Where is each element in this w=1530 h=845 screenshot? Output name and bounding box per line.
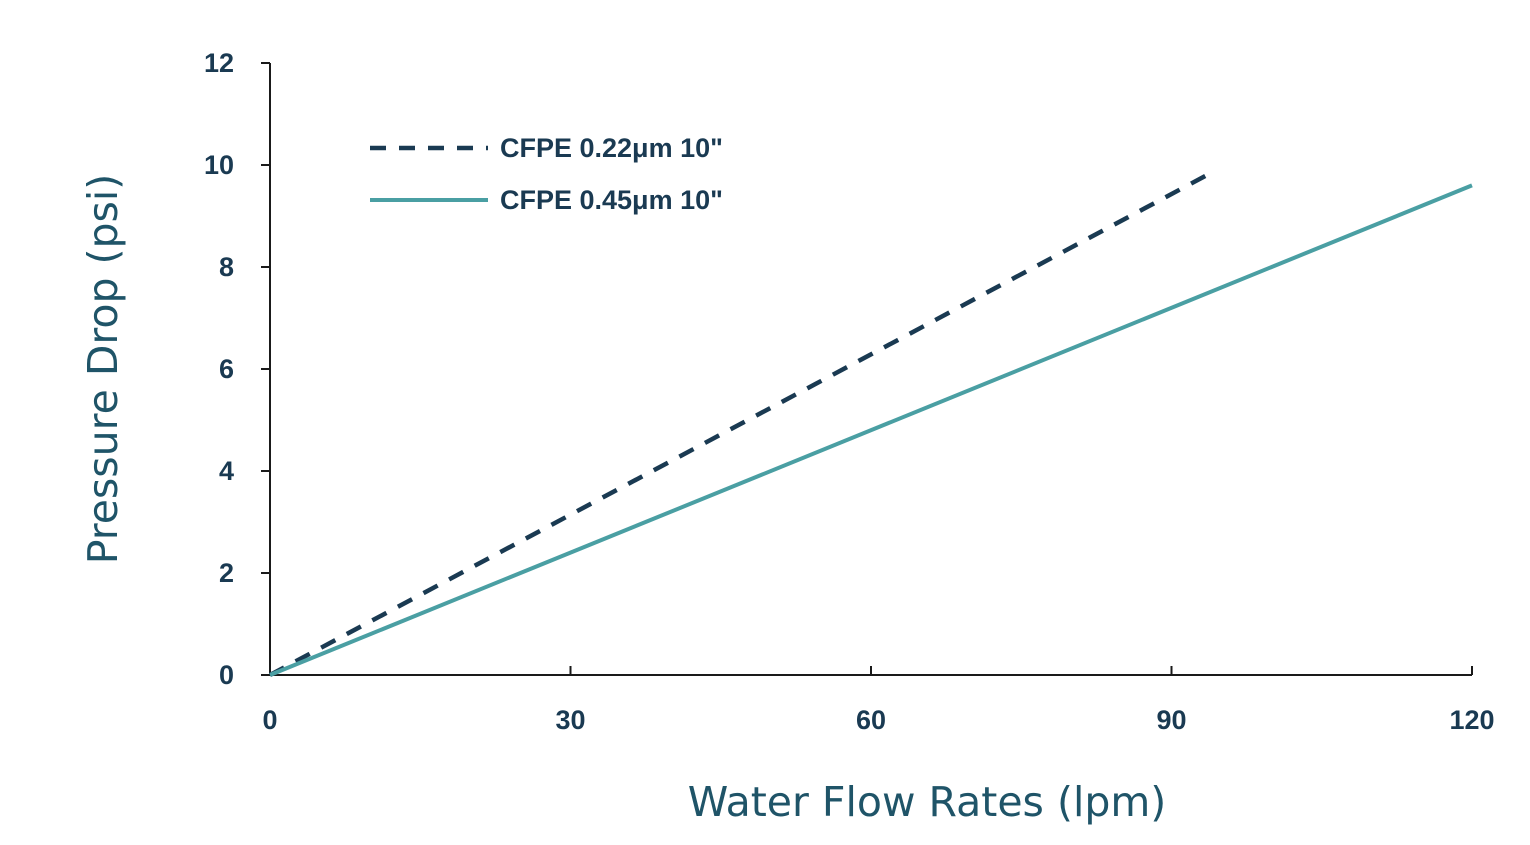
axes: [269, 63, 1472, 676]
legend: CFPE 0.22μm 10" CFPE 0.45μm 10": [370, 133, 723, 215]
x-axis-title: Water Flow Rates (lpm): [688, 778, 1167, 826]
y-axis-title: Pressure Drop (psi): [79, 174, 127, 565]
x-ticks: 0 30 60 90 120: [262, 666, 1495, 735]
y-tick-label: 0: [219, 660, 234, 690]
legend-label: CFPE 0.45μm 10": [500, 185, 723, 215]
x-tick-label: 120: [1449, 705, 1494, 735]
x-tick-label: 60: [856, 705, 886, 735]
y-tick-label: 2: [219, 558, 234, 588]
y-tick-label: 4: [219, 456, 234, 486]
series-line-cfpe-022: [268, 170, 1213, 677]
x-tick-label: 90: [1156, 705, 1186, 735]
legend-label: CFPE 0.22μm 10": [500, 133, 723, 163]
y-tick-label: 12: [204, 48, 234, 78]
y-tick-label: 8: [219, 252, 234, 282]
x-tick-label: 0: [262, 705, 277, 735]
y-ticks: 0 2 4 6 8 10 12: [204, 48, 270, 690]
x-tick-label: 30: [555, 705, 585, 735]
series-lines: [268, 170, 1473, 677]
y-tick-label: 6: [219, 354, 234, 384]
series-line-cfpe-045: [269, 183, 1473, 677]
y-tick-label: 10: [204, 150, 234, 180]
